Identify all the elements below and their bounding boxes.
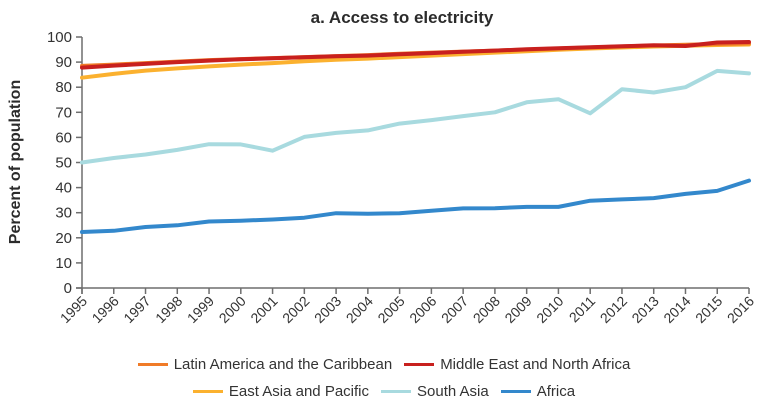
- legend-swatch: [192, 390, 223, 393]
- x-tick-label: 2016: [724, 293, 757, 326]
- legend-item-africa: Africa: [500, 383, 576, 400]
- y-tick-label: 80: [55, 79, 72, 96]
- series-line-south-asia: [80, 68, 751, 165]
- legend-swatch: [137, 363, 168, 366]
- y-tick-label: 100: [47, 29, 72, 46]
- x-tick-label: 2014: [660, 293, 693, 326]
- x-tick-label: 2007: [438, 293, 471, 326]
- x-tick-label: 1997: [120, 293, 153, 326]
- legend-label: Middle East and North Africa: [440, 356, 631, 373]
- legend-row-2: East Asia and Pacific South Asia Africa: [0, 383, 768, 400]
- x-tick-label: 2008: [470, 293, 503, 326]
- x-tick-label: 1996: [89, 293, 122, 326]
- y-tick-label: 40: [55, 180, 72, 197]
- y-tick-label: 90: [55, 54, 72, 71]
- x-tick-label: 2012: [597, 293, 630, 326]
- series-line-africa: [80, 178, 751, 234]
- y-tick-label: 30: [55, 205, 72, 222]
- x-tick-label: 1999: [184, 293, 217, 326]
- y-tick-label: 10: [55, 255, 72, 272]
- legend-item-east-asia: East Asia and Pacific: [192, 383, 369, 400]
- x-tick-label: 2006: [406, 293, 439, 326]
- series-line-middle-east-and-north-africa: [80, 40, 751, 70]
- y-tick-label: 0: [64, 280, 72, 297]
- legend-item-south-asia: South Asia: [381, 383, 489, 400]
- legend-row-1: Latin America and the Caribbean Middle E…: [0, 356, 768, 373]
- x-tick-label: 2015: [692, 293, 725, 326]
- legend-label: East Asia and Pacific: [228, 383, 369, 400]
- legend-swatch: [500, 390, 531, 393]
- legend-item-latin-america: Latin America and the Caribbean: [137, 356, 393, 373]
- x-tick-label: 2001: [247, 293, 280, 326]
- chart-title: a. Access to electricity: [311, 8, 494, 27]
- x-tick-label: 1998: [152, 293, 185, 326]
- line-chart: a. Access to electricity Percent of popu…: [7, 8, 757, 326]
- x-tick-label: 2000: [216, 293, 249, 326]
- y-tick-label: 60: [55, 129, 72, 146]
- x-tick-label: 2005: [374, 293, 407, 326]
- y-tick-label: 20: [55, 230, 72, 247]
- x-tick-label: 1995: [57, 293, 90, 326]
- legend-item-middle-east: Middle East and North Africa: [404, 356, 630, 373]
- legend-label: Africa: [536, 383, 576, 400]
- x-axis: 1995199619971998199920002001200220032004…: [57, 287, 757, 326]
- x-tick-label: 2002: [279, 293, 312, 326]
- legend-swatch: [404, 363, 435, 366]
- x-tick-label: 2004: [343, 293, 376, 326]
- x-tick-label: 2010: [533, 293, 566, 326]
- y-tick-label: 50: [55, 155, 72, 172]
- y-tick-label: 70: [55, 104, 72, 121]
- x-tick-label: 2013: [628, 293, 661, 326]
- x-tick-label: 2003: [311, 293, 344, 326]
- x-tick-label: 2011: [566, 293, 599, 326]
- legend-swatch: [381, 390, 411, 393]
- legend-label: Latin America and the Caribbean: [173, 356, 393, 373]
- y-axis: 0 10 20 30 40 50 60 70 80 90 100: [47, 29, 83, 297]
- legend-label: South Asia: [417, 383, 489, 400]
- x-tick-label: 2009: [501, 293, 534, 326]
- y-axis-label: Percent of population: [7, 80, 24, 244]
- plot-area: [80, 40, 751, 234]
